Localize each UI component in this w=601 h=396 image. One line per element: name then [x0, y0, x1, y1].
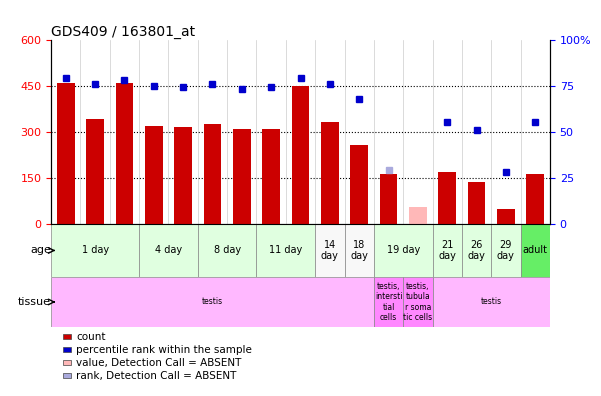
Bar [374, 277, 403, 327]
Text: 29
day: 29 day [497, 240, 515, 261]
Text: 11 day: 11 day [269, 246, 302, 255]
Bar [263, 129, 280, 224]
Bar [403, 277, 433, 327]
Bar [291, 86, 310, 224]
Text: adult: adult [523, 246, 548, 255]
Bar [344, 224, 374, 277]
Bar [380, 174, 397, 224]
Text: percentile rank within the sample: percentile rank within the sample [76, 345, 252, 355]
Text: 8 day: 8 day [213, 246, 241, 255]
Bar [520, 224, 550, 277]
Bar [51, 224, 139, 277]
Bar [468, 182, 486, 224]
Text: GDS409 / 163801_at: GDS409 / 163801_at [51, 25, 195, 38]
Bar [433, 277, 550, 327]
Bar [374, 224, 433, 277]
Bar [526, 174, 544, 224]
Bar [315, 224, 344, 277]
Text: testis: testis [202, 297, 223, 307]
Bar [87, 119, 104, 224]
Text: 1 day: 1 day [82, 246, 109, 255]
Bar [462, 224, 491, 277]
Text: 4 day: 4 day [155, 246, 182, 255]
Bar [491, 224, 520, 277]
Text: 19 day: 19 day [386, 246, 420, 255]
Bar [233, 129, 251, 224]
Bar [204, 124, 221, 224]
Text: rank, Detection Call = ABSENT: rank, Detection Call = ABSENT [76, 371, 237, 381]
Bar [321, 122, 338, 224]
Bar [350, 145, 368, 224]
Bar [145, 126, 163, 224]
Text: 21
day: 21 day [438, 240, 456, 261]
Bar [497, 209, 514, 224]
Text: testis,
intersti
tial
cells: testis, intersti tial cells [375, 282, 402, 322]
Text: 26
day: 26 day [468, 240, 486, 261]
Text: 14
day: 14 day [321, 240, 339, 261]
Bar [438, 172, 456, 224]
Text: tissue: tissue [18, 297, 51, 307]
Bar [257, 224, 315, 277]
Bar [174, 127, 192, 224]
Bar [198, 224, 257, 277]
Text: testis: testis [481, 297, 502, 307]
Bar [139, 224, 198, 277]
Bar [409, 207, 427, 224]
Bar [433, 224, 462, 277]
Text: count: count [76, 331, 106, 342]
Bar [115, 82, 133, 224]
Bar [57, 82, 75, 224]
Text: value, Detection Call = ABSENT: value, Detection Call = ABSENT [76, 358, 242, 368]
Text: age: age [30, 246, 51, 255]
Text: testis,
tubula
r soma
tic cells: testis, tubula r soma tic cells [403, 282, 433, 322]
Bar [51, 277, 374, 327]
Text: 18
day: 18 day [350, 240, 368, 261]
